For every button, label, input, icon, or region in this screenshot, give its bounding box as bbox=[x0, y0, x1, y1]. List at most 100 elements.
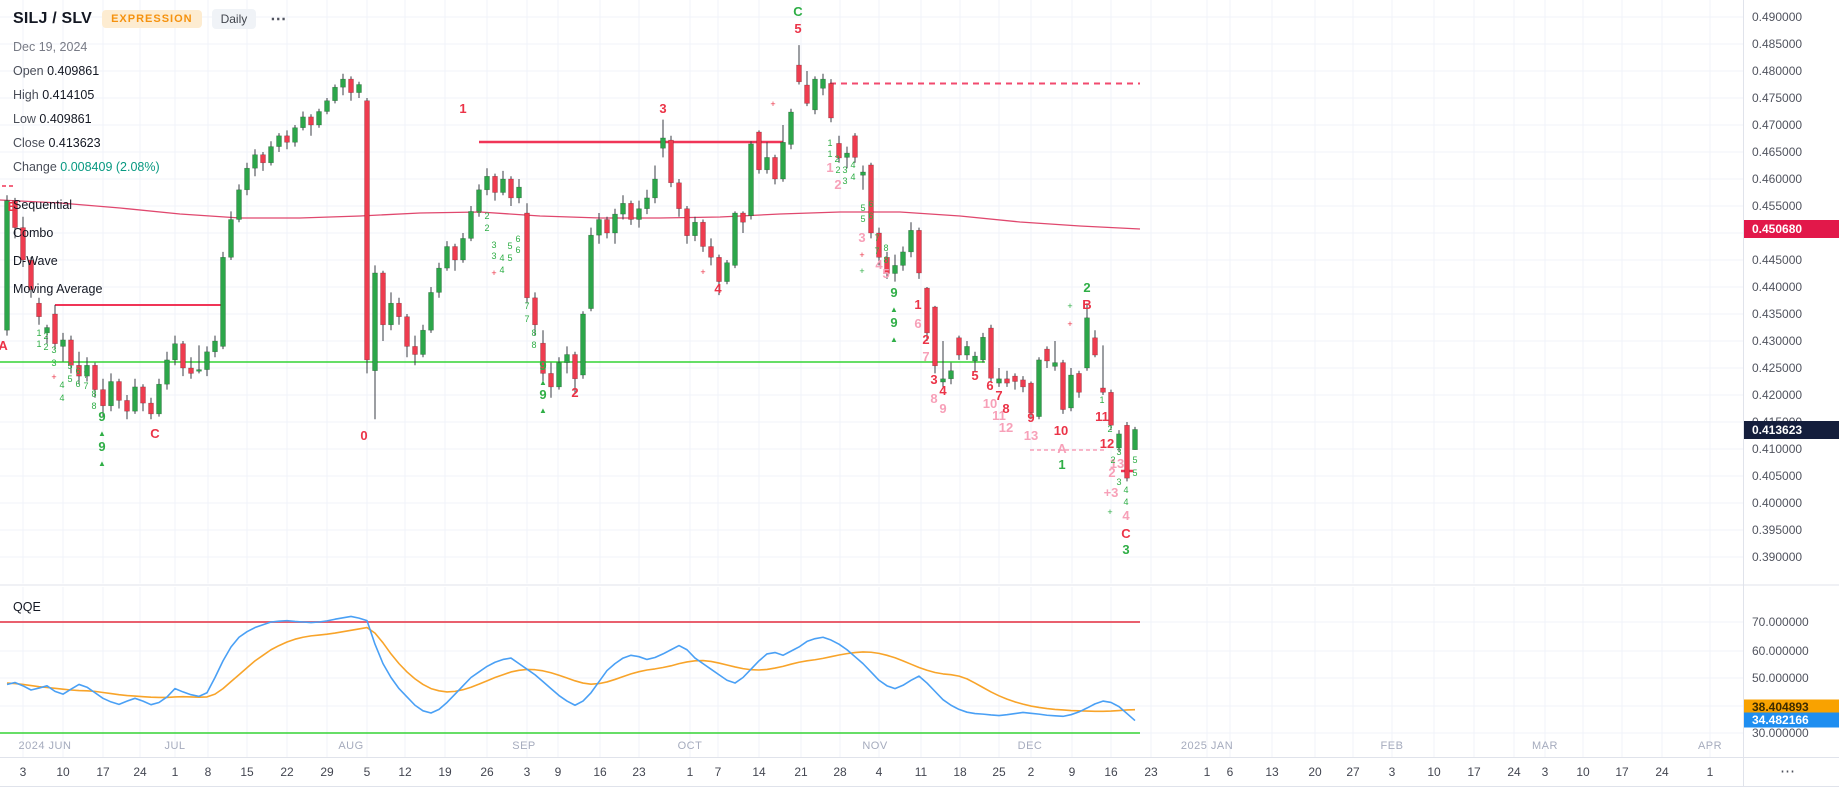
moving-average-line[interactable] bbox=[0, 199, 1141, 230]
candle-body[interactable] bbox=[772, 157, 778, 180]
timeframe-more-icon[interactable]: ⋯ bbox=[1780, 763, 1796, 780]
candle-body[interactable] bbox=[116, 381, 122, 401]
candle-body[interactable] bbox=[156, 383, 162, 415]
candle-body[interactable] bbox=[580, 313, 586, 376]
candle-body[interactable] bbox=[380, 272, 386, 326]
candle-body[interactable] bbox=[820, 78, 826, 89]
indicator-sequential[interactable]: Sequential bbox=[13, 198, 73, 212]
candle-body[interactable] bbox=[588, 234, 594, 309]
candle-body[interactable] bbox=[20, 227, 26, 261]
candle-body[interactable] bbox=[700, 221, 706, 247]
candle-body[interactable] bbox=[524, 212, 530, 299]
candle-body[interactable] bbox=[660, 137, 666, 149]
candle-body[interactable] bbox=[1044, 348, 1050, 362]
candle-body[interactable] bbox=[964, 346, 970, 356]
candle-body[interactable] bbox=[236, 189, 242, 220]
candle-body[interactable] bbox=[556, 362, 562, 388]
candle-body[interactable] bbox=[12, 200, 18, 228]
candle-body[interactable] bbox=[1004, 378, 1010, 384]
candle-body[interactable] bbox=[876, 232, 882, 258]
candle-body[interactable] bbox=[508, 178, 514, 199]
candle-body[interactable] bbox=[324, 100, 330, 112]
candle-body[interactable] bbox=[212, 340, 218, 353]
candle-body[interactable] bbox=[180, 343, 186, 369]
candle-body[interactable] bbox=[36, 302, 42, 317]
candle-body[interactable] bbox=[836, 143, 842, 159]
candle-body[interactable] bbox=[652, 178, 658, 199]
candle-body[interactable] bbox=[908, 230, 914, 253]
candle-body[interactable] bbox=[532, 297, 538, 326]
candle-body[interactable] bbox=[548, 373, 554, 388]
candle-body[interactable] bbox=[988, 327, 994, 379]
candle-body[interactable] bbox=[1060, 362, 1066, 410]
candle-body[interactable] bbox=[372, 272, 378, 371]
candle-body[interactable] bbox=[612, 213, 618, 234]
candle-body[interactable] bbox=[196, 369, 202, 372]
candle-body[interactable] bbox=[604, 219, 610, 234]
candle-body[interactable] bbox=[412, 346, 418, 355]
candle-body[interactable] bbox=[52, 313, 58, 344]
candle-body[interactable] bbox=[932, 306, 938, 367]
candle-body[interactable] bbox=[60, 339, 66, 347]
candle-body[interactable] bbox=[220, 257, 226, 347]
candle-body[interactable] bbox=[796, 64, 802, 83]
candle-body[interactable] bbox=[164, 359, 170, 385]
candle-body[interactable] bbox=[252, 154, 258, 169]
candle-body[interactable] bbox=[292, 127, 298, 143]
candle-body[interactable] bbox=[564, 354, 570, 363]
candle-body[interactable] bbox=[132, 386, 138, 412]
candle-body[interactable] bbox=[540, 342, 546, 374]
candle-body[interactable] bbox=[364, 100, 370, 361]
candle-body[interactable] bbox=[948, 370, 954, 380]
candle-body[interactable] bbox=[260, 154, 266, 164]
candle-body[interactable] bbox=[716, 257, 722, 282]
candle-body[interactable] bbox=[676, 182, 682, 209]
candle-body[interactable] bbox=[940, 378, 946, 383]
candle-body[interactable] bbox=[44, 327, 50, 334]
candle-body[interactable] bbox=[516, 186, 522, 199]
candle-body[interactable] bbox=[4, 200, 10, 331]
candle-body[interactable] bbox=[724, 262, 730, 282]
candle-body[interactable] bbox=[884, 257, 890, 274]
candle-body[interactable] bbox=[684, 208, 690, 236]
candle-body[interactable] bbox=[1084, 317, 1090, 369]
candle-body[interactable] bbox=[1076, 373, 1082, 393]
candle-body[interactable] bbox=[460, 238, 466, 261]
candle-body[interactable] bbox=[340, 78, 346, 88]
candle-body[interactable] bbox=[284, 135, 290, 143]
candle-body[interactable] bbox=[268, 146, 274, 164]
candle-body[interactable] bbox=[428, 292, 434, 331]
candle-body[interactable] bbox=[892, 265, 898, 274]
candle-body[interactable] bbox=[332, 86, 338, 101]
candle-body[interactable] bbox=[500, 178, 506, 193]
candle-body[interactable] bbox=[396, 302, 402, 317]
candle-body[interactable] bbox=[756, 131, 762, 171]
candle-body[interactable] bbox=[1092, 337, 1098, 356]
candle-body[interactable] bbox=[316, 111, 322, 126]
candle-body[interactable] bbox=[860, 171, 866, 176]
candle-body[interactable] bbox=[420, 329, 426, 355]
candle-body[interactable] bbox=[956, 337, 962, 356]
candle-body[interactable] bbox=[1124, 424, 1130, 479]
candle-body[interactable] bbox=[644, 197, 650, 209]
candle-body[interactable] bbox=[1012, 375, 1018, 382]
time-axis[interactable]: 2024 JUN JUL AUG SEP OCT NOV DEC 2025 JAN FEB MAR… bbox=[19, 740, 1723, 779]
candle-body[interactable] bbox=[348, 78, 354, 93]
candle-body[interactable] bbox=[188, 367, 194, 374]
indicator-moving-average[interactable]: Moving Average bbox=[13, 282, 103, 296]
candle-body[interactable] bbox=[172, 343, 178, 361]
candle-body[interactable] bbox=[308, 116, 314, 126]
legend-more-icon[interactable]: ⋯ bbox=[270, 11, 288, 28]
candle-body[interactable] bbox=[852, 135, 858, 158]
candle-body[interactable] bbox=[764, 157, 770, 171]
candle-body[interactable] bbox=[140, 386, 146, 404]
candle-body[interactable] bbox=[620, 203, 626, 215]
candle-body[interactable] bbox=[100, 389, 106, 407]
qqe-axis[interactable]: 70.00000060.00000050.00000040.00000030.0… bbox=[1744, 615, 1839, 740]
indicator-qqe[interactable]: QQE bbox=[13, 600, 41, 614]
candle-body[interactable] bbox=[996, 378, 1002, 384]
candle-body[interactable] bbox=[1116, 433, 1122, 449]
candle-body[interactable] bbox=[228, 219, 234, 258]
candle-body[interactable] bbox=[1100, 387, 1106, 393]
